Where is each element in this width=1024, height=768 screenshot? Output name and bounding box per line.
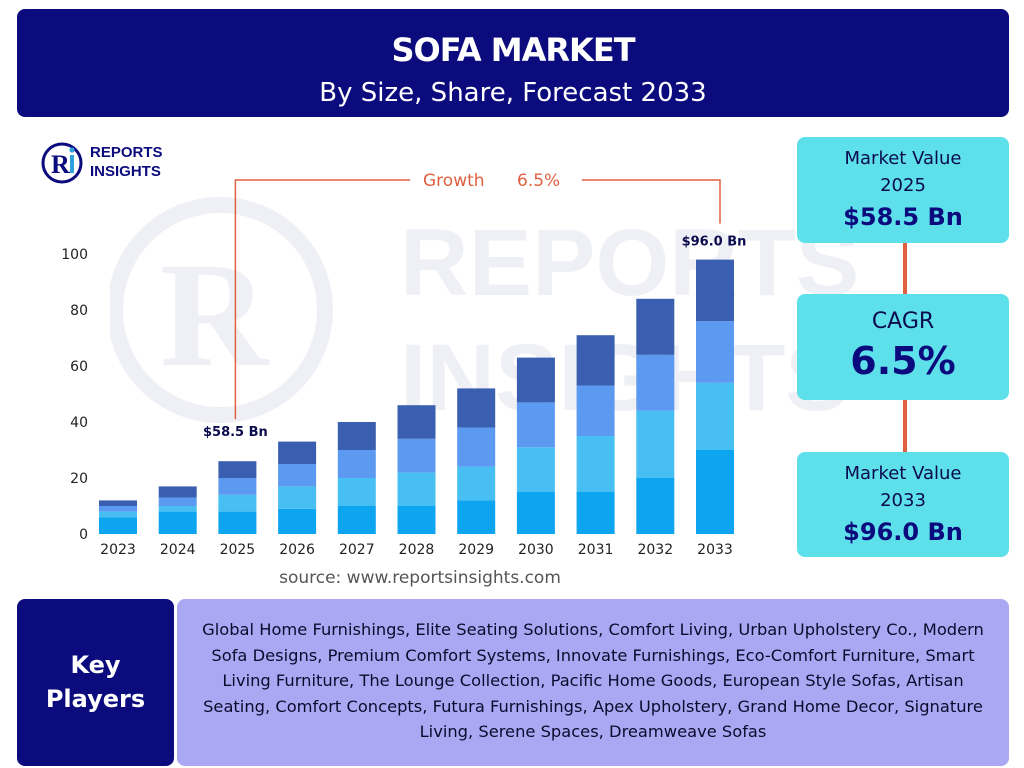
bar-segment bbox=[636, 298, 675, 355]
bar-segment bbox=[576, 385, 615, 436]
source-note: source: www.reportsinsights.com bbox=[279, 568, 561, 588]
card-value: $58.5 Bn bbox=[843, 203, 963, 231]
bar-segment bbox=[636, 410, 675, 478]
cagr-card: CAGR 6.5% bbox=[797, 294, 1009, 400]
y-tick-label: 40 bbox=[70, 415, 88, 431]
bar-segment bbox=[337, 506, 376, 534]
bar-segment bbox=[278, 464, 317, 487]
bar-segment bbox=[397, 506, 436, 534]
bar-segment bbox=[278, 486, 317, 509]
bar-segment bbox=[397, 472, 436, 506]
x-tick-label: 2031 bbox=[578, 542, 614, 558]
card-value: 6.5% bbox=[850, 339, 956, 383]
bar-segment bbox=[636, 478, 675, 534]
bar-segment bbox=[457, 427, 496, 467]
bar-segment bbox=[99, 500, 137, 506]
bar-segment bbox=[457, 500, 496, 534]
growth-value: 6.5% bbox=[517, 171, 560, 191]
svg-text:R: R bbox=[51, 150, 70, 179]
bar-segment bbox=[278, 508, 317, 534]
bar-segment bbox=[576, 335, 615, 386]
bar-segment bbox=[636, 354, 675, 411]
bar-segment bbox=[696, 382, 734, 450]
connector-line bbox=[903, 243, 907, 294]
key-players-label-line1: Key bbox=[70, 651, 121, 679]
bar-segment bbox=[158, 497, 197, 506]
key-players-list: Global Home Furnishings, Elite Seating S… bbox=[177, 599, 1009, 766]
x-tick-label: 2023 bbox=[100, 542, 136, 558]
bar-segment bbox=[218, 478, 257, 495]
bar-segment bbox=[99, 517, 137, 534]
card-label: CAGR bbox=[871, 309, 935, 334]
value-label-2033: $96.0 Bn bbox=[682, 235, 747, 250]
bar-segment bbox=[397, 405, 436, 439]
y-tick-label: 0 bbox=[79, 527, 88, 543]
bar-segment bbox=[397, 438, 436, 473]
bar-segment bbox=[99, 511, 137, 518]
growth-bracket-line bbox=[582, 179, 721, 224]
x-tick-label: 2028 bbox=[399, 542, 435, 558]
bar-segment bbox=[516, 357, 555, 403]
page-title: SOFA MARKET bbox=[391, 31, 635, 69]
bar-segment bbox=[218, 461, 257, 478]
bar-segment bbox=[337, 478, 376, 506]
bar-segment bbox=[457, 388, 496, 428]
bar-segment bbox=[696, 259, 734, 322]
key-players-label-line2: Players bbox=[45, 685, 146, 713]
bar-segment bbox=[158, 486, 197, 498]
stacked-bar-chart: 0 20 40 60 80 100 2023 2024 2025 2026 2027 2028 2029… bbox=[61, 171, 747, 558]
reports-insights-logo-icon: R bbox=[41, 142, 83, 184]
bar-segment bbox=[576, 492, 615, 534]
bar-segment bbox=[516, 402, 555, 448]
bar-segment bbox=[218, 511, 257, 534]
y-tick-label: 100 bbox=[61, 247, 88, 263]
x-tick-label: 2032 bbox=[637, 542, 673, 558]
growth-label: Growth bbox=[423, 171, 485, 191]
bar-segment bbox=[278, 441, 317, 464]
growth-bracket-line bbox=[234, 179, 410, 420]
bar-segment bbox=[696, 450, 734, 534]
bar-segment bbox=[337, 422, 376, 450]
logo-text-line1: REPORTS bbox=[90, 144, 163, 161]
y-tick-label: 60 bbox=[70, 359, 88, 375]
bar-segment bbox=[516, 447, 555, 492]
card-label: Market Value bbox=[844, 463, 962, 484]
y-tick-label: 80 bbox=[70, 303, 88, 319]
logo-text: REPORTS INSIGHTS bbox=[90, 143, 163, 181]
card-label-year: 2025 bbox=[880, 175, 926, 196]
bar-segment bbox=[99, 506, 137, 512]
bar-segment bbox=[516, 492, 555, 534]
x-tick-label: 2026 bbox=[279, 542, 315, 558]
card-label: Market Value bbox=[844, 148, 962, 169]
card-label-year: 2033 bbox=[880, 490, 926, 511]
bar-segment bbox=[337, 450, 376, 478]
bar-segment bbox=[158, 506, 197, 512]
bar-segment bbox=[158, 511, 197, 534]
card-value: $96.0 Bn bbox=[843, 518, 963, 546]
connector-line bbox=[903, 400, 907, 452]
x-tick-label: 2024 bbox=[160, 542, 196, 558]
market-value-2025-card: Market Value 2025 $58.5 Bn bbox=[797, 137, 1009, 243]
bar-segment bbox=[696, 321, 734, 383]
key-players-label: Key Players bbox=[17, 599, 174, 766]
x-tick-label: 2025 bbox=[220, 542, 256, 558]
title-banner: SOFA MARKET By Size, Share, Forecast 203… bbox=[17, 9, 1009, 117]
bar-segment bbox=[218, 494, 257, 512]
market-value-2033-card: Market Value 2033 $96.0 Bn bbox=[797, 452, 1009, 557]
x-tick-label: 2033 bbox=[697, 542, 733, 558]
x-tick-label: 2029 bbox=[458, 542, 494, 558]
value-label-2025: $58.5 Bn bbox=[203, 425, 268, 440]
page-subtitle: By Size, Share, Forecast 2033 bbox=[319, 78, 707, 108]
bar-segment bbox=[457, 466, 496, 501]
y-tick-label: 20 bbox=[70, 471, 88, 487]
x-tick-label: 2027 bbox=[339, 542, 375, 558]
x-tick-label: 2030 bbox=[518, 542, 554, 558]
bar-segment bbox=[576, 436, 615, 492]
logo-text-line2: INSIGHTS bbox=[90, 163, 161, 180]
